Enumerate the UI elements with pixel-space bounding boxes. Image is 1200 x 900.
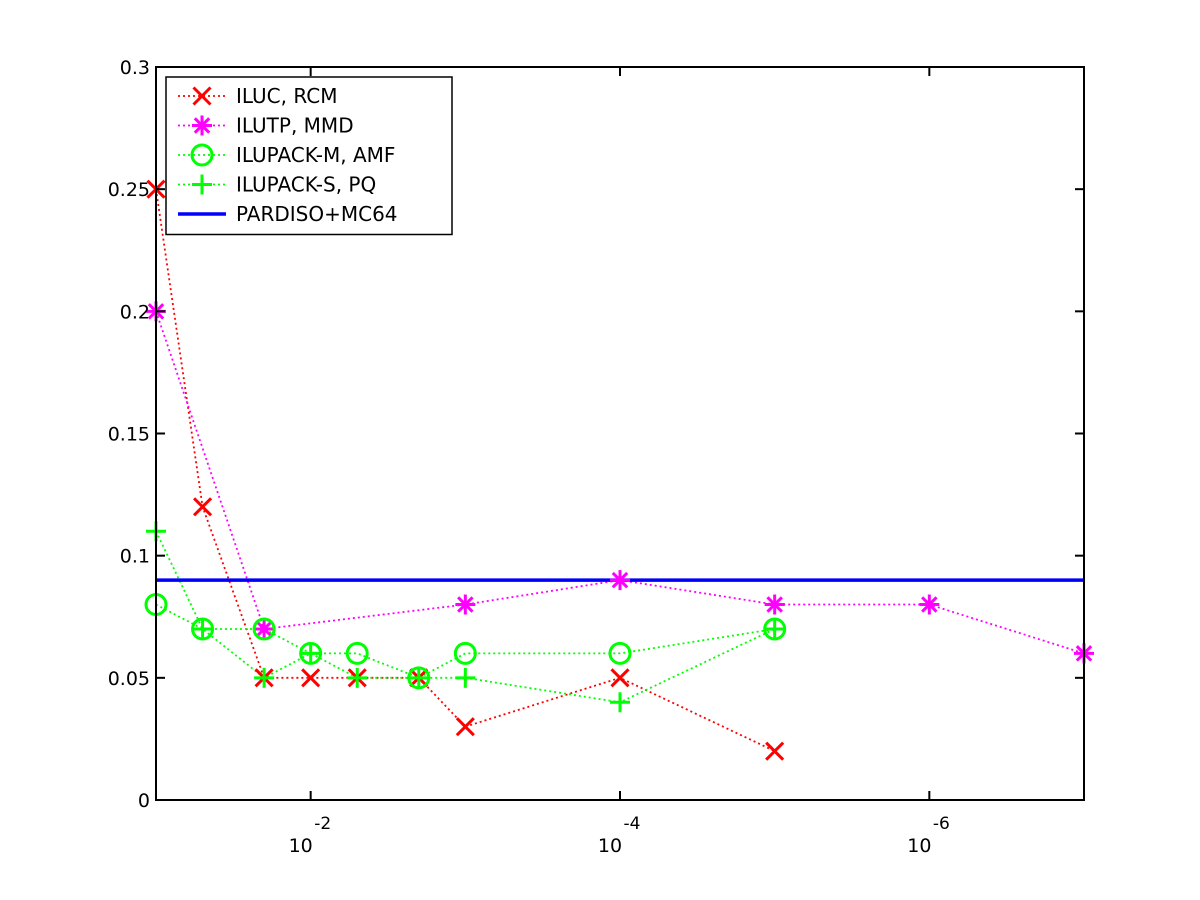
- y-tick-label: 0.15: [108, 424, 150, 446]
- marker-stroke: [765, 741, 785, 761]
- marker-stroke: [457, 596, 474, 613]
- y-tick-label: 0: [138, 790, 150, 812]
- legend-item: ILUPACK-M, AMF: [178, 143, 395, 167]
- series-3-point-1: [192, 618, 213, 639]
- legend-label: ILUPACK-M, AMF: [236, 143, 395, 167]
- series-2-point-4: [345, 641, 369, 665]
- y-tick-label: 0.05: [108, 668, 150, 690]
- x-tick-label-base: 10: [907, 835, 931, 857]
- marker-stroke: [193, 117, 211, 134]
- legend-item: ILUTP, MMD: [178, 114, 354, 138]
- marker-stroke: [611, 571, 629, 589]
- series-3-point-2: [254, 667, 275, 688]
- marker-stroke: [252, 617, 276, 641]
- legend-label: ILUTP, MMD: [236, 114, 354, 138]
- series-line-2: [155, 603, 775, 679]
- legend-item: PARDISO+MC64: [178, 202, 398, 226]
- series-1-point-1: [254, 618, 275, 639]
- x-tick-label-base: 10: [289, 835, 313, 857]
- series-3-point-7: [610, 692, 630, 713]
- series-0-point-1: [192, 497, 213, 517]
- series-0-point-7: [610, 668, 630, 688]
- x-tick-label-exponent: -4: [624, 814, 641, 834]
- x-tick-label-exponent: -6: [933, 814, 950, 834]
- legend-item: ILUPACK-S, PQ: [178, 173, 376, 197]
- marker-stroke: [453, 641, 477, 665]
- plot-markers: [144, 179, 1094, 761]
- legend-item: ILUC, RCM: [178, 84, 337, 108]
- series-0-point-8: [765, 741, 785, 761]
- series-3-point-4: [347, 667, 368, 688]
- series-1-point-4: [764, 594, 785, 615]
- marker-stroke: [301, 668, 321, 688]
- y-tick-label: 0.25: [108, 179, 150, 201]
- x-tick-label-exponent: -2: [314, 814, 331, 834]
- legend: ILUC, RCM ILUTP, MMD ILUPACK-M, AMF ILUPACK…: [165, 76, 453, 236]
- series-1-point-3: [610, 570, 630, 591]
- series-2-point-7: [608, 641, 632, 665]
- legend-marker: [192, 86, 212, 106]
- marker-stroke: [766, 596, 783, 613]
- series-1-point-2: [455, 594, 476, 615]
- marker-stroke: [192, 86, 212, 106]
- series-3-point-6: [455, 667, 476, 688]
- legend-marker: [192, 115, 212, 136]
- legend-marker: [192, 174, 212, 195]
- y-tick-label: 0.2: [120, 301, 150, 323]
- axes: 00.050.10.150.20.250.310-210-410-6: [108, 57, 1085, 857]
- series-0-point-3: [301, 668, 321, 688]
- series-1-point-5: [919, 594, 940, 615]
- marker-stroke: [455, 717, 475, 737]
- legend-label: ILUPACK-S, PQ: [236, 173, 376, 197]
- series-0-point-6: [455, 717, 475, 737]
- series-2-point-6: [453, 641, 477, 665]
- marker-stroke: [345, 641, 369, 665]
- marker-stroke: [192, 497, 213, 517]
- legend-label: PARDISO+MC64: [236, 202, 398, 226]
- legend-label: ILUC, RCM: [236, 84, 337, 108]
- marker-stroke: [190, 143, 214, 167]
- legend-marker: [190, 143, 214, 167]
- series-3-point-3: [300, 643, 321, 664]
- series-2-point-2: [252, 617, 276, 641]
- x-tick-label-base: 10: [598, 835, 622, 857]
- series-3-point-8: [764, 618, 785, 639]
- series-3-point-5: [408, 667, 429, 688]
- marker-stroke: [921, 596, 938, 613]
- marker-stroke: [255, 620, 273, 638]
- y-tick-label: 0.3: [120, 57, 150, 79]
- y-tick-label: 0.1: [120, 546, 150, 568]
- marker-stroke: [610, 668, 630, 688]
- marker-stroke: [608, 641, 632, 665]
